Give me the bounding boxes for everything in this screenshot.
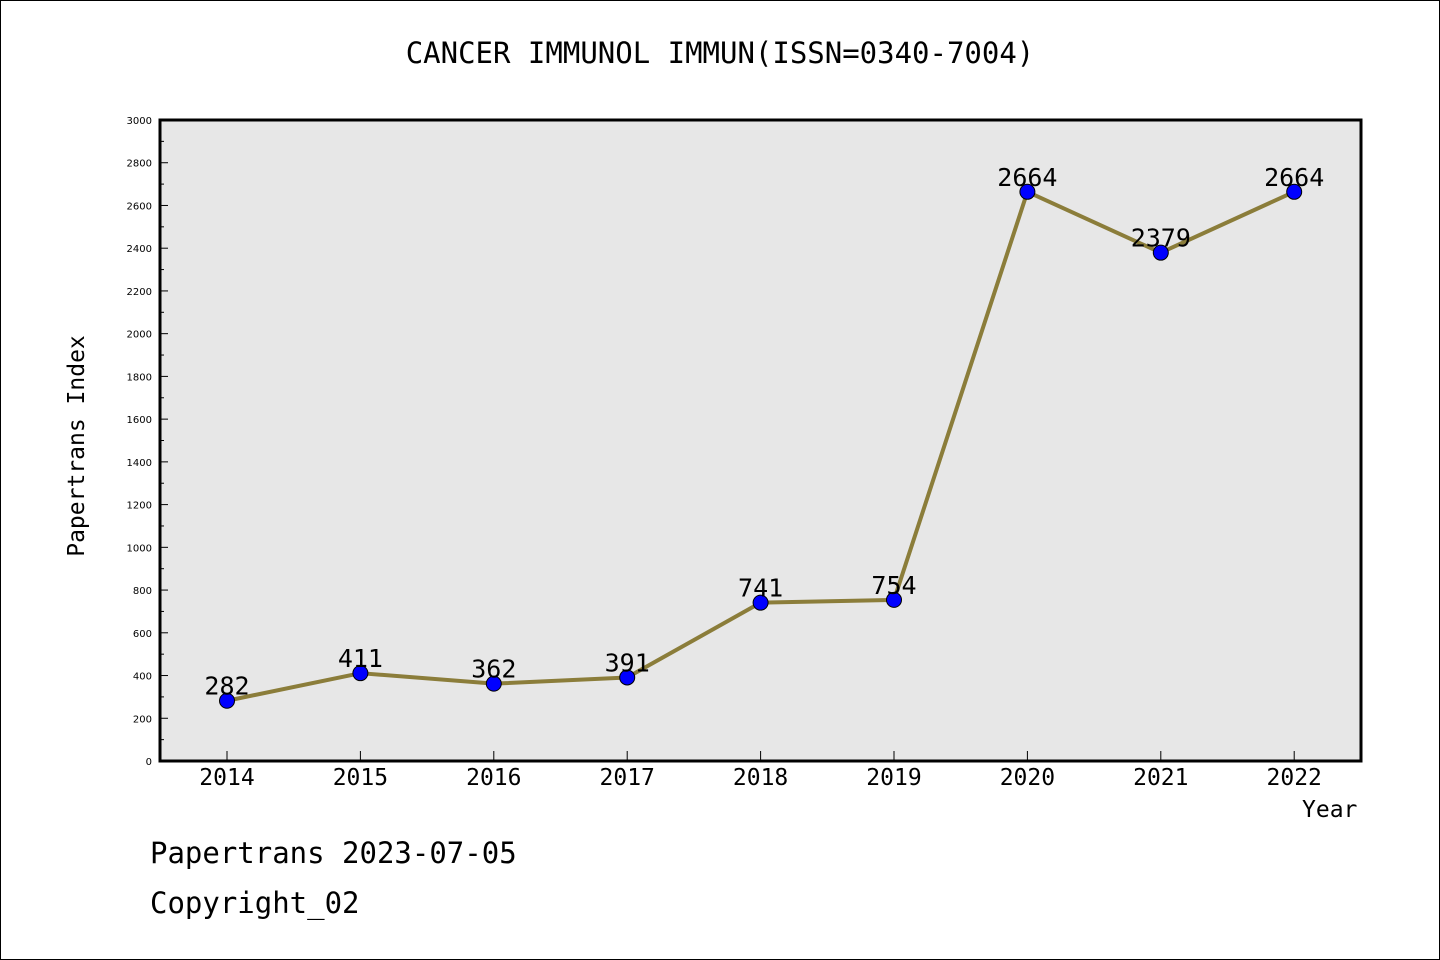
series-layer — [219, 183, 1303, 709]
y-tick-label: 800 — [133, 586, 152, 597]
data-labels-layer: 282 411 362 391 741 754 2664 2379 2664 — [204, 163, 1324, 701]
x-tick-label: 2018 — [733, 765, 788, 791]
data-point — [352, 665, 369, 682]
y-tick-label: 600 — [133, 629, 152, 640]
data-point — [485, 675, 502, 692]
data-point — [886, 591, 902, 608]
data-point — [1152, 244, 1169, 261]
data-label: 282 — [204, 672, 249, 701]
data-label: 411 — [338, 644, 383, 673]
x-tick-label: 2020 — [1000, 765, 1055, 791]
y-tick-label: 0 — [146, 757, 152, 768]
y-tick-label: 200 — [133, 714, 152, 725]
x-tick-label: 2021 — [1133, 765, 1188, 791]
x-axis-title: Year — [1302, 797, 1358, 823]
y-tick-label: 1400 — [127, 458, 152, 469]
data-point — [219, 692, 235, 709]
y-tick-label: 2600 — [127, 201, 152, 212]
data-label: 2379 — [1131, 224, 1191, 253]
plot-area — [158, 118, 1363, 763]
data-point — [619, 669, 636, 686]
data-point — [1286, 183, 1303, 200]
data-label: 754 — [871, 571, 916, 600]
data-label: 2664 — [997, 163, 1057, 192]
y-tick-label: 1800 — [127, 372, 152, 383]
y-tick-label: 400 — [133, 672, 152, 683]
y-tick-label: 1200 — [127, 501, 152, 512]
data-label: 2664 — [1264, 163, 1324, 192]
y-tick-label: 3000 — [127, 116, 152, 127]
x-axis: 2014 2015 2016 2017 2018 2019 2020 2021 2022 — [199, 751, 1322, 791]
data-label: 391 — [605, 648, 650, 677]
y-axis-title: Papertrans Index — [64, 335, 90, 557]
y-tick-label: 2200 — [127, 287, 152, 298]
x-tick-label: 2022 — [1267, 765, 1322, 791]
x-tick-label: 2017 — [600, 765, 655, 791]
x-tick-label: 2015 — [333, 765, 388, 791]
data-label: 741 — [738, 574, 783, 603]
y-tick-label: 1000 — [127, 543, 152, 554]
x-tick-label: 2016 — [466, 765, 521, 791]
y-axis: 0 200 400 600 800 1000 1200 1400 1600 1800 2000 220… — [127, 116, 168, 768]
chart-title: CANCER IMMUNOL IMMUN(ISSN=0340-7004) — [405, 36, 1035, 70]
y-tick-label: 2400 — [127, 244, 152, 255]
x-tick-label: 2019 — [866, 765, 921, 791]
x-tick-label: 2014 — [199, 765, 254, 791]
data-point — [1019, 183, 1036, 200]
footer-date: Papertrans 2023-07-05 — [150, 836, 517, 870]
y-tick-label: 2800 — [127, 159, 152, 170]
data-point — [752, 594, 769, 611]
data-label: 362 — [471, 655, 516, 684]
footer-copyright: Copyright_02 — [150, 886, 360, 920]
y-tick-label: 1600 — [127, 415, 152, 426]
y-tick-label: 2000 — [127, 330, 152, 341]
